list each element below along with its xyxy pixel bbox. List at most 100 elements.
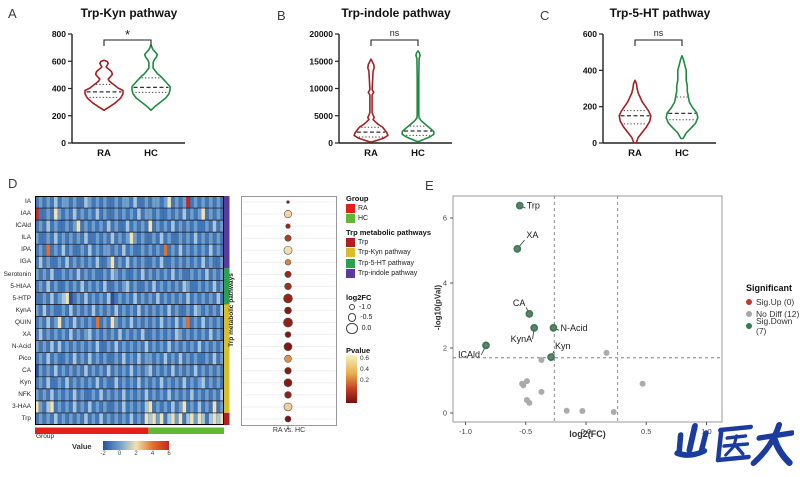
logo-yi-top (718, 424, 754, 433)
legend-size-circle (347, 313, 357, 323)
dotplot-point-QUIN (283, 317, 293, 328)
violin-RA (618, 79, 652, 144)
panel-title-trp-indole: Trp-indole pathway (341, 6, 451, 20)
heatmap-row-label: IAA (20, 210, 31, 218)
dotplot-point-5-HIAA (284, 282, 292, 291)
violin-HC (665, 55, 699, 140)
significance-label: * (125, 27, 130, 42)
legend-size-item: 0.0 (346, 322, 438, 334)
heatmap-row-label: IPA (21, 246, 31, 254)
volcano-legend: Significant Sig.Up (0) No Diff (12) Sig.Do… (746, 283, 800, 336)
panel-trp-kyn: A Trp-Kyn pathway 0 200 400 600 800 RA HC * (0, 0, 266, 175)
sig-down-point-ICAld (482, 341, 490, 350)
sig-down-point-Kyn (547, 353, 555, 361)
legend-size-circle (349, 304, 355, 311)
group-bar-HC (148, 427, 224, 434)
group-bar-RA (35, 427, 149, 434)
legend-item: Trp-5-HT pathway (346, 258, 438, 269)
significance-bracket (103, 39, 152, 46)
sig-down-point-N-Acid (549, 324, 558, 332)
legend-size-label: 0.0 (361, 324, 372, 332)
y-tick-label: 0 (443, 409, 447, 418)
dotplot-point-Kyn (283, 378, 293, 388)
y-tick-label: 15000 (309, 56, 333, 66)
dotplot-point-IPA (283, 245, 293, 255)
heatmap-border (35, 196, 224, 425)
sidebar-Trp-5-HT pathway (224, 268, 230, 305)
heatmap-row-Kyn (35, 376, 225, 389)
y-tick-label: 400 (52, 84, 66, 94)
dotplot-point-CA (284, 367, 292, 375)
value-tick: 6 (167, 451, 171, 457)
heatmap-row-IGA (35, 256, 225, 269)
heatmap-row-label: 5-HIAA (10, 282, 31, 290)
volcano-frame (452, 195, 723, 423)
y-tick-label: 400 (583, 65, 597, 75)
legend-pathways-title: Trp metabolic pathways (346, 228, 432, 237)
heatmap-row-label: IA (24, 198, 31, 206)
no-diff-point (563, 407, 570, 414)
legend-log2fc-items: -1.0 -0.5 0.0 (346, 302, 438, 334)
violin-plot-trp-kyn: 0 200 400 600 800 RA HC * (52, 27, 185, 159)
heatmap-row-NFK (35, 388, 225, 402)
heatmap-row-CA (35, 364, 225, 377)
sidebar-Trp-indole pathway (224, 196, 230, 269)
legend-item: Trp (346, 237, 438, 248)
legend-item-label: HC (358, 215, 369, 223)
category-label: RA (97, 148, 111, 159)
no-diff-point (639, 380, 646, 387)
sig-down-point-Trp (515, 201, 524, 210)
point-label-CA: CA (513, 298, 526, 308)
sig-down-point-XA (513, 245, 522, 253)
volcano-legend-item: No Diff (12) (746, 308, 800, 320)
legend-log2fc-title: log2FC (346, 293, 372, 302)
heatmap-row-IA (35, 196, 225, 209)
heatmap-row-IPA (35, 244, 225, 257)
violin-RA (84, 59, 124, 112)
y-tick-label: 5000 (314, 111, 333, 121)
legend-group-title: Group (346, 194, 369, 203)
point-label-Trp: Trp (527, 201, 540, 211)
panel-trp-5ht: C Trp-5-HT pathway 0 200 400 600 RA HC ns (531, 0, 797, 175)
y-tick-label: 4 (443, 279, 447, 288)
heatmap-row-Trp (35, 412, 225, 426)
dotplot-point-3-HAA (283, 402, 293, 412)
no-diff-point (579, 408, 586, 415)
significance-bracket (370, 39, 419, 46)
no-diff-point (523, 378, 530, 385)
sidebar-Trp-Kyn pathway (224, 304, 230, 413)
category-label: RA (628, 148, 642, 159)
dotplot (241, 196, 337, 430)
dotplot-point-ILA (284, 234, 292, 242)
value-gradient-bar (103, 441, 169, 450)
y-tick-label: 600 (52, 56, 66, 66)
heatmap-legend: Group RA HC Trp metabolic pathways Trp Trp… (346, 194, 438, 403)
x-tick-label: 0.5 (641, 427, 651, 436)
heatmap-row-label: IGA (19, 258, 31, 266)
legend-swatch (346, 203, 355, 213)
volcano-legend-items: Sig.Up (0) No Diff (12) Sig.Down (7) (746, 296, 800, 336)
violin-plot-trp-5ht: 0 200 400 600 RA HC ns (583, 28, 716, 159)
panel-letter-c: C (540, 8, 550, 23)
heatmap-row-label: 3-HAA (12, 403, 31, 411)
sig-down-point-KynA (530, 324, 539, 332)
heatmap-row-label: XA (22, 330, 31, 338)
logo-glyphs (674, 422, 794, 466)
no-diff-point (538, 388, 545, 395)
heatmap-row-QUIN (35, 316, 225, 329)
violin-HC (131, 44, 171, 112)
heatmap-row-ILA (35, 232, 225, 245)
legend-swatch (346, 237, 355, 247)
heatmap-row-5-HTP (35, 292, 225, 305)
dotplot-point-KynA (284, 306, 292, 315)
panel-letter-b: B (277, 8, 287, 23)
group-bar-label: Group (36, 433, 55, 440)
volcano-y-label: -log10(pVal) (433, 284, 443, 331)
legend-swatch (346, 248, 355, 258)
heatmap-row-ICAld (35, 219, 225, 233)
dotplot-point-5-HTP (283, 293, 293, 304)
volcano-legend-label: No Diff (12) (756, 309, 800, 319)
value-tick: 4 (150, 451, 155, 457)
x-tick-label: -0.5 (519, 427, 532, 436)
heatmap-row-label: ILA (21, 234, 31, 242)
